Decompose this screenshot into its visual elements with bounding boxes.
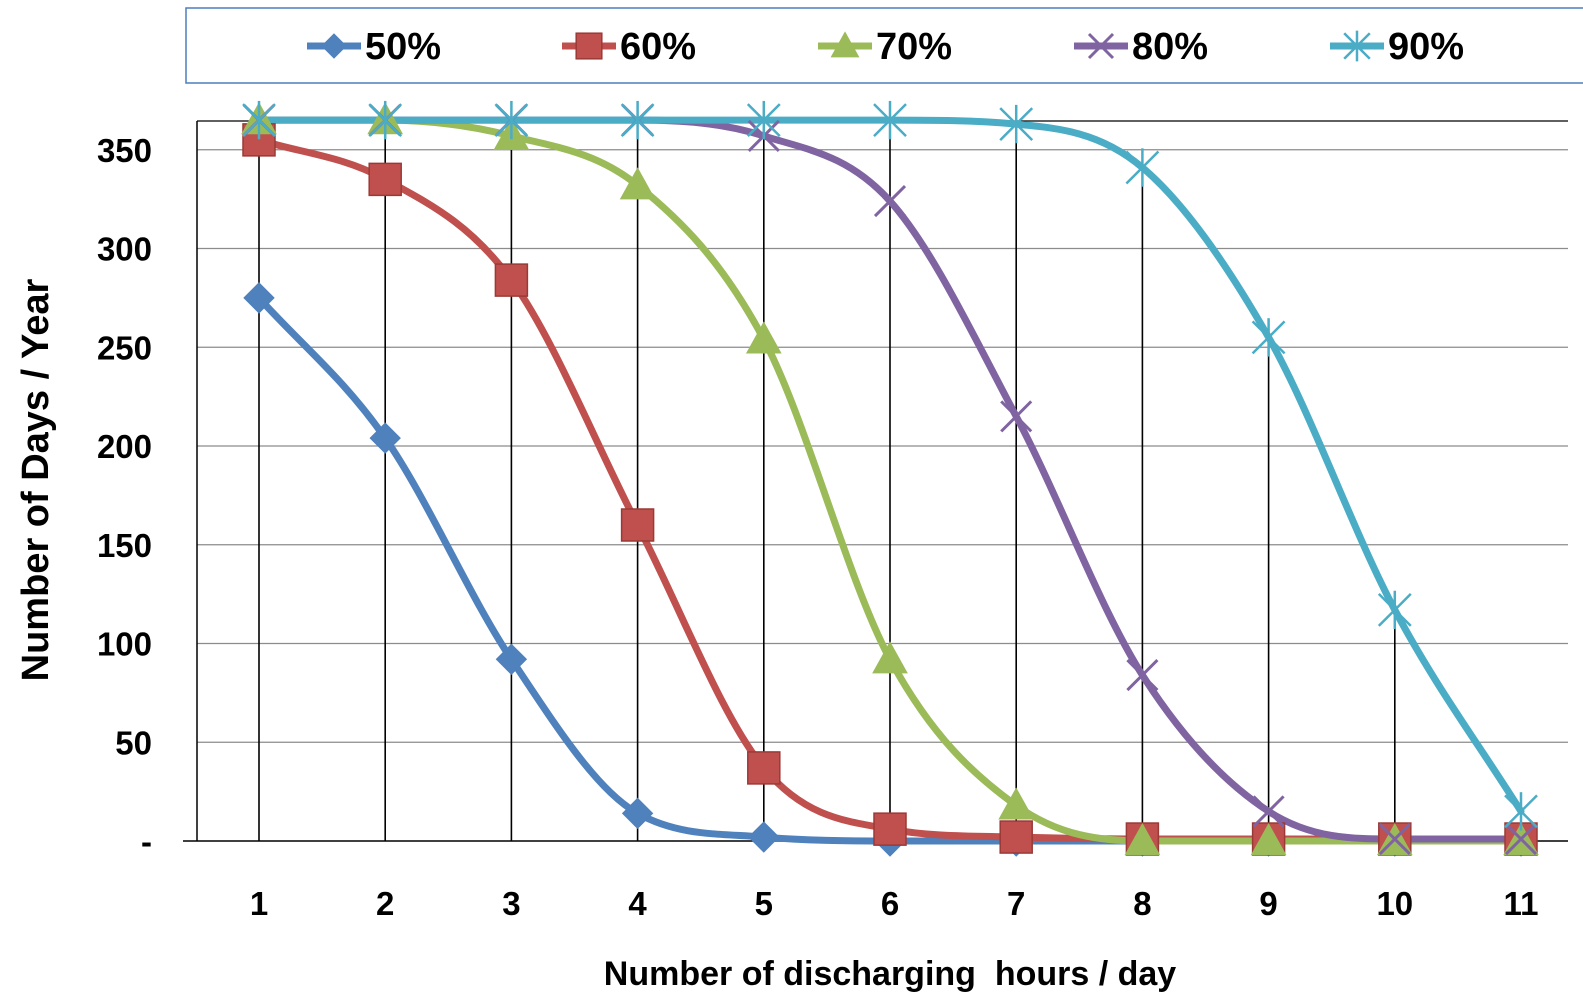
marker-90pct — [242, 100, 276, 140]
series-line-90pct — [255, 116, 1525, 815]
legend-label: 90% — [1388, 26, 1464, 68]
x-axis-title: Number of discharging hours / day — [604, 955, 1176, 993]
marker-70pct — [1124, 822, 1161, 856]
legend-marker — [830, 31, 860, 58]
legend-marker-stroke — [1087, 32, 1115, 60]
marker-60pct — [494, 263, 529, 297]
marker-80pct-stroke — [1504, 822, 1538, 856]
y-tick-label: 50 — [115, 724, 152, 761]
marker-90pct — [746, 100, 781, 140]
y-tick-label: 100 — [97, 626, 152, 663]
legend-marker — [575, 32, 603, 60]
marker-90pct — [1125, 148, 1160, 187]
marker-60pct — [873, 812, 907, 846]
legend-label: 60% — [620, 26, 696, 68]
marker-80pct-stroke — [1000, 400, 1033, 433]
marker-70pct — [619, 167, 656, 200]
y-tick-label: 300 — [97, 231, 152, 268]
x-tick-label: 5 — [755, 885, 773, 922]
y-tick-label: 150 — [97, 527, 152, 564]
legend-marker — [1087, 32, 1115, 60]
legend-item-90pct: 90% — [1330, 26, 1464, 68]
legend-marker — [321, 33, 347, 59]
legend-item-80pct: 80% — [1074, 26, 1208, 68]
y-tick-label: - — [141, 823, 152, 860]
marker-60pct — [368, 162, 402, 197]
marker-90pct — [1504, 792, 1538, 831]
x-tick-label: 6 — [881, 885, 899, 922]
marker-70pct — [998, 787, 1035, 820]
legend-item-50pct: 50% — [307, 26, 441, 68]
legend: 50% 60% 70% 80% 90% — [185, 7, 1583, 84]
marker-60pct — [620, 508, 655, 542]
markers — [241, 100, 1539, 857]
gridlines — [197, 120, 1568, 743]
marker-90pct — [620, 100, 655, 140]
marker-80pct — [1378, 822, 1411, 856]
legend-label: 80% — [1132, 26, 1208, 68]
marker-90pct — [999, 104, 1034, 144]
marker-70pct — [872, 641, 908, 674]
marker-90pct — [494, 100, 529, 140]
marker-80pct — [1504, 822, 1538, 856]
marker-70pct — [745, 321, 782, 354]
marker-50pct — [495, 643, 528, 676]
marker-90pct — [1377, 590, 1412, 630]
marker-50pct — [369, 422, 401, 454]
marker-80pct — [1252, 795, 1285, 828]
y-axis-title: Number of Days / Year — [15, 278, 57, 681]
legend-label: 50% — [365, 26, 441, 68]
marker-80pct-stroke — [1126, 659, 1159, 692]
marker-70pct — [1250, 822, 1287, 856]
x-tick-label: 2 — [376, 885, 394, 922]
marker-80pct — [873, 185, 907, 218]
x-tick-label: 4 — [628, 885, 647, 922]
marker-60pct — [747, 751, 781, 785]
marker-50pct — [243, 282, 275, 314]
legend-item-60pct: 60% — [562, 26, 696, 68]
marker-80pct-stroke — [1252, 795, 1285, 828]
marker-90pct — [368, 100, 403, 140]
marker-90pct — [873, 100, 907, 140]
x-tick-label: 8 — [1133, 885, 1151, 922]
marker-80pct — [1126, 659, 1159, 692]
x-tick-label: 3 — [502, 885, 520, 922]
marker-80pct — [1000, 400, 1033, 433]
marker-80pct-stroke — [873, 185, 907, 218]
legend-item-70pct: 70% — [818, 26, 952, 68]
marker-90pct — [1251, 318, 1286, 357]
y-tick-label: 350 — [97, 132, 152, 169]
x-tick-label: 1 — [250, 885, 268, 922]
x-tick-label: 7 — [1007, 885, 1025, 922]
x-tick-label: 11 — [1504, 885, 1539, 922]
legend-marker — [1343, 30, 1371, 62]
marker-80pct-stroke — [1378, 822, 1411, 856]
marker-60pct — [999, 820, 1033, 854]
marker-50pct — [621, 797, 654, 830]
legend-label: 70% — [876, 26, 952, 68]
y-tick-label: 200 — [97, 428, 152, 465]
x-tick-label: 10 — [1376, 885, 1413, 922]
marker-50pct — [748, 821, 780, 853]
drop-lines — [258, 120, 1522, 841]
y-tick-label: 250 — [97, 329, 152, 366]
x-tick-label: 9 — [1259, 885, 1277, 922]
